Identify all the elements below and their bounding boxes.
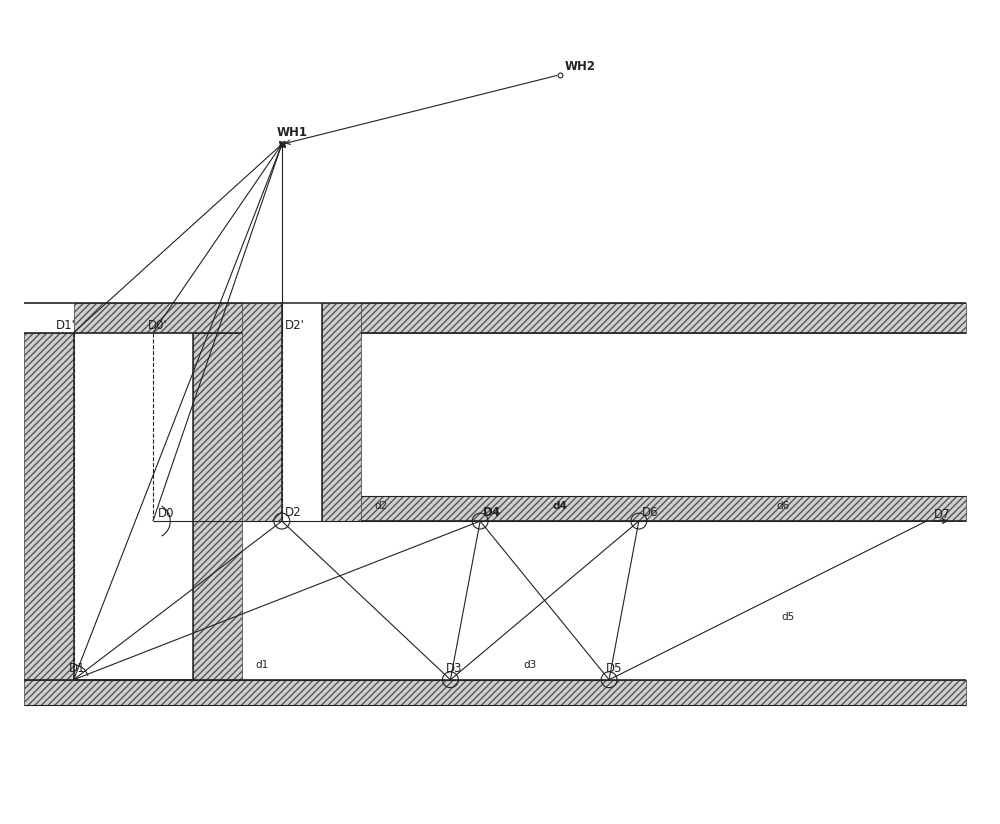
Text: d6: d6 — [776, 501, 789, 511]
Text: D6: D6 — [642, 506, 658, 519]
Text: d5: d5 — [781, 612, 794, 622]
Text: D0': D0' — [148, 319, 168, 332]
Text: D2': D2' — [285, 319, 305, 332]
Text: D7: D7 — [934, 508, 951, 521]
Text: WH1: WH1 — [277, 126, 308, 139]
Text: D2: D2 — [285, 506, 301, 519]
Bar — [361, 496, 966, 521]
Text: d1: d1 — [255, 660, 269, 670]
Bar — [193, 333, 242, 680]
Text: d4: d4 — [552, 501, 567, 511]
Text: D1': D1' — [56, 319, 76, 332]
Bar — [24, 680, 966, 705]
Text: WH2: WH2 — [564, 60, 595, 73]
Bar — [74, 303, 242, 333]
Bar — [282, 303, 322, 521]
Bar — [74, 333, 193, 680]
Text: d3: d3 — [523, 660, 536, 670]
Text: D0: D0 — [158, 507, 174, 520]
Text: D1: D1 — [69, 662, 85, 675]
Text: D3: D3 — [445, 662, 462, 675]
Text: d2: d2 — [374, 501, 388, 511]
Bar — [361, 303, 966, 333]
Bar — [322, 303, 361, 521]
Bar — [242, 303, 282, 521]
Bar — [24, 333, 74, 680]
Text: D4: D4 — [483, 506, 501, 519]
Text: D5: D5 — [606, 662, 623, 675]
